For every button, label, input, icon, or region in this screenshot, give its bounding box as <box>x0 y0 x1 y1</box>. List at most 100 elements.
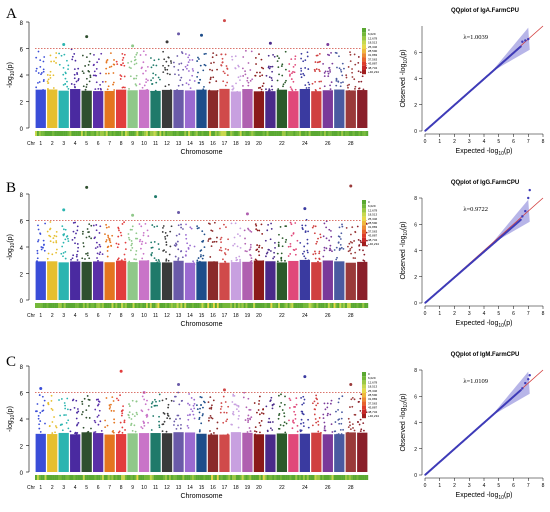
snp-point <box>322 413 325 416</box>
panel-c: C 0 2 4 6 8 -log10(p) Chr 1 2 3 4 5 6 7 8 9 10 11 12 13 14 15… <box>0 344 550 504</box>
chromosome-tick-label: 15 <box>199 141 205 147</box>
snp-point <box>292 65 295 68</box>
snp-point <box>81 257 84 260</box>
point-band <box>230 91 242 128</box>
x-axis-label: Chromosome <box>180 493 222 500</box>
peak-snp-point <box>303 207 307 211</box>
snp-point <box>119 394 121 397</box>
snp-point <box>248 427 251 429</box>
snp-point <box>300 418 303 421</box>
snp-density-cell <box>316 131 319 136</box>
snp-point <box>250 416 253 419</box>
snp-point <box>141 257 144 260</box>
snp-point <box>85 86 88 88</box>
snp-point <box>174 90 177 93</box>
snp-point <box>223 263 226 266</box>
snp-density-cell <box>295 131 298 136</box>
snp-point <box>75 232 77 235</box>
snp-point <box>99 225 102 228</box>
snp-point <box>111 396 114 399</box>
snp-density-cell <box>157 303 160 308</box>
snp-point <box>284 89 287 92</box>
snp-point <box>82 242 85 244</box>
snp-point <box>316 398 318 401</box>
snp-point <box>222 80 225 83</box>
snp-density-cell <box>178 475 181 480</box>
snp-point <box>157 58 160 61</box>
snp-point <box>121 59 124 61</box>
qq-x-axis-label: Expected -log10(p) <box>456 148 513 157</box>
snp-point <box>211 417 214 420</box>
qq-tail-point <box>524 39 527 42</box>
snp-point <box>345 76 348 79</box>
snp-point <box>169 73 171 76</box>
chromosome-points <box>115 221 127 300</box>
snp-point <box>323 246 326 249</box>
snp-point <box>235 259 238 262</box>
snp-point <box>313 232 316 235</box>
chromosome-tick-label: 26 <box>325 313 331 319</box>
snp-density-cell <box>230 303 233 308</box>
snp-point <box>85 416 88 419</box>
snp-point <box>180 226 183 229</box>
snp-point <box>109 406 112 408</box>
snp-point <box>142 50 145 53</box>
snp-density-cell <box>360 303 363 308</box>
snp-density-cell <box>205 131 208 136</box>
snp-point <box>49 74 51 77</box>
snp-density-cell <box>333 475 336 480</box>
snp-point <box>99 245 102 248</box>
snp-point <box>354 257 357 260</box>
snp-point <box>328 66 331 69</box>
snp-point <box>93 70 96 73</box>
snp-point <box>276 252 279 255</box>
snp-point <box>48 425 51 428</box>
snp-point <box>276 79 279 82</box>
snp-density-cell <box>216 303 219 308</box>
snp-point <box>82 426 85 429</box>
density-legend-label: 18,513 <box>368 41 378 45</box>
snp-point <box>82 230 84 233</box>
snp-point <box>133 258 136 261</box>
snp-density-cell <box>80 475 84 480</box>
density-legend-label: 37,563 <box>368 401 378 405</box>
chromosome-points <box>161 50 173 128</box>
snp-density-cell <box>75 303 78 308</box>
point-band <box>311 262 322 300</box>
snp-point <box>67 240 70 243</box>
snp-point <box>239 75 242 78</box>
snp-point <box>265 263 268 266</box>
snp-point <box>345 90 348 93</box>
snp-point <box>205 52 207 55</box>
snp-density-cell <box>249 303 252 308</box>
chromosome-points <box>81 52 92 128</box>
point-band <box>150 90 161 128</box>
snp-point <box>129 75 132 78</box>
snp-density-cell <box>168 131 172 136</box>
snp-point <box>73 73 76 76</box>
snp-density-cell <box>220 303 223 308</box>
chromosome-tick-label: 12 <box>164 141 170 147</box>
snp-point <box>222 70 225 73</box>
snp-point <box>245 406 248 409</box>
snp-point <box>37 240 39 243</box>
snp-point <box>140 247 142 250</box>
snp-point <box>161 231 164 233</box>
snp-point <box>221 57 224 60</box>
density-legend-label: 25,346 <box>368 389 378 393</box>
snp-density-cell <box>312 131 315 136</box>
snp-point <box>112 63 115 66</box>
snp-point <box>37 417 40 420</box>
point-band <box>150 433 161 472</box>
snp-point <box>295 261 298 264</box>
snp-point <box>165 241 168 244</box>
snp-point <box>319 236 322 239</box>
peak-snp-point <box>165 40 169 44</box>
snp-point <box>107 245 110 248</box>
snp-point <box>359 418 362 421</box>
snp-density-cell <box>343 131 346 136</box>
snp-point <box>314 225 317 228</box>
snp-point <box>195 404 198 407</box>
snp-point <box>226 418 229 421</box>
